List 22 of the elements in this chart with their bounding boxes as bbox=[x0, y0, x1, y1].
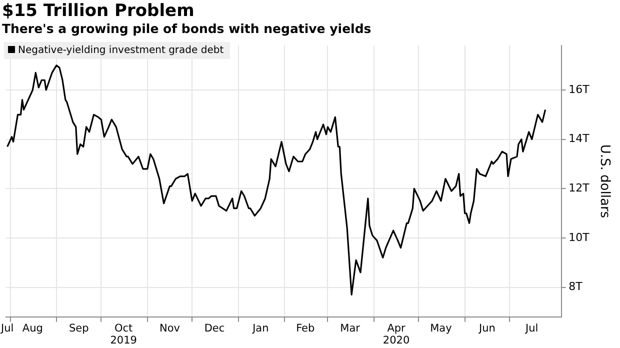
chart-subtitle: There's a growing pile of bonds with negative yields bbox=[2, 21, 372, 36]
y-axis-title: U.S. dollars bbox=[596, 144, 612, 218]
y-tick-label: 12T bbox=[568, 181, 590, 194]
chart-title: $15 Trillion Problem bbox=[2, 1, 194, 21]
y-tick-label: 10T bbox=[568, 230, 590, 244]
x-tick-label: Dec bbox=[204, 322, 225, 335]
x-tick-label: Nov bbox=[160, 322, 180, 335]
x-tick-label: Mar bbox=[340, 322, 361, 335]
x-tick-label: Feb bbox=[296, 322, 316, 335]
x-tick-label: Jul bbox=[0, 322, 14, 335]
x-tick-label: Jun bbox=[478, 322, 496, 335]
x-tick-label: Sep bbox=[68, 322, 90, 335]
legend-label: Negative-yielding investment grade debt bbox=[17, 45, 224, 56]
x-tick-label: Jul bbox=[524, 322, 538, 335]
x-tick-label: Jan bbox=[252, 322, 269, 335]
x-tick-label: Oct 2019 bbox=[110, 322, 137, 347]
y-tick-label: 14T bbox=[568, 132, 590, 146]
x-tick-label: May bbox=[430, 322, 452, 335]
y-tick-label: 8T bbox=[568, 280, 583, 294]
y-tick-label: 16T bbox=[568, 82, 590, 96]
x-tick-label: Aug bbox=[22, 322, 43, 335]
x-tick-label: Apr 2020 bbox=[382, 322, 410, 347]
